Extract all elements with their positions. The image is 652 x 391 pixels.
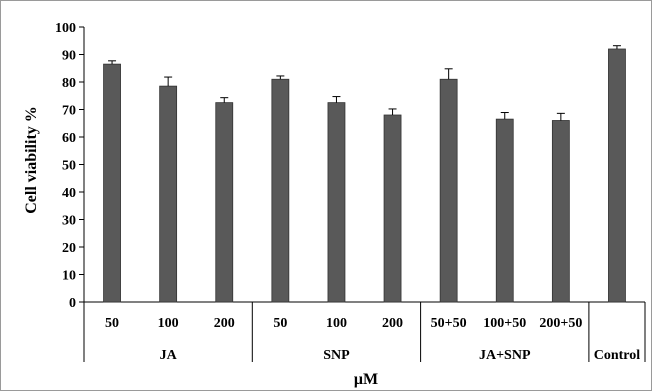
y-tick-label: 80 [62,76,76,91]
group-label: SNP [323,348,350,363]
x-axis-title: μM [354,371,378,388]
x-tick-label: 50+50 [431,316,467,331]
y-tick-label: 100 [55,21,76,36]
bar [271,78,290,303]
x-tick-label: 200+50 [539,316,582,331]
y-axis-title: Cell viability % [23,106,40,214]
y-tick-label: 0 [69,296,76,311]
x-tick-label: 200 [382,316,403,331]
bar [495,118,514,303]
bar [608,48,626,303]
group-label: JA [160,348,178,363]
x-tick-label: 100+50 [483,316,526,331]
bar [551,120,570,303]
x-tick-label: 100 [158,316,179,331]
y-tick-label: 60 [62,131,76,146]
y-tick-label: 70 [62,104,76,119]
x-tick-label: 200 [214,316,235,331]
x-tick-label: 100 [326,316,347,331]
bar [383,114,402,303]
bar [103,63,121,303]
y-tick-label: 20 [62,241,76,256]
bar [439,78,458,303]
x-tick-label: 50 [105,316,119,331]
y-tick-label: 90 [62,49,76,64]
bar [215,102,234,303]
bar [327,102,346,303]
y-tick-label: 50 [62,159,76,174]
bar [159,85,178,303]
group-label: JA+SNP [479,348,531,363]
group-label: Control [594,348,641,363]
y-tick-label: 10 [62,269,76,284]
y-tick-label: 40 [62,186,76,201]
y-tick-label: 30 [62,214,76,229]
x-tick-label: 50 [273,316,287,331]
